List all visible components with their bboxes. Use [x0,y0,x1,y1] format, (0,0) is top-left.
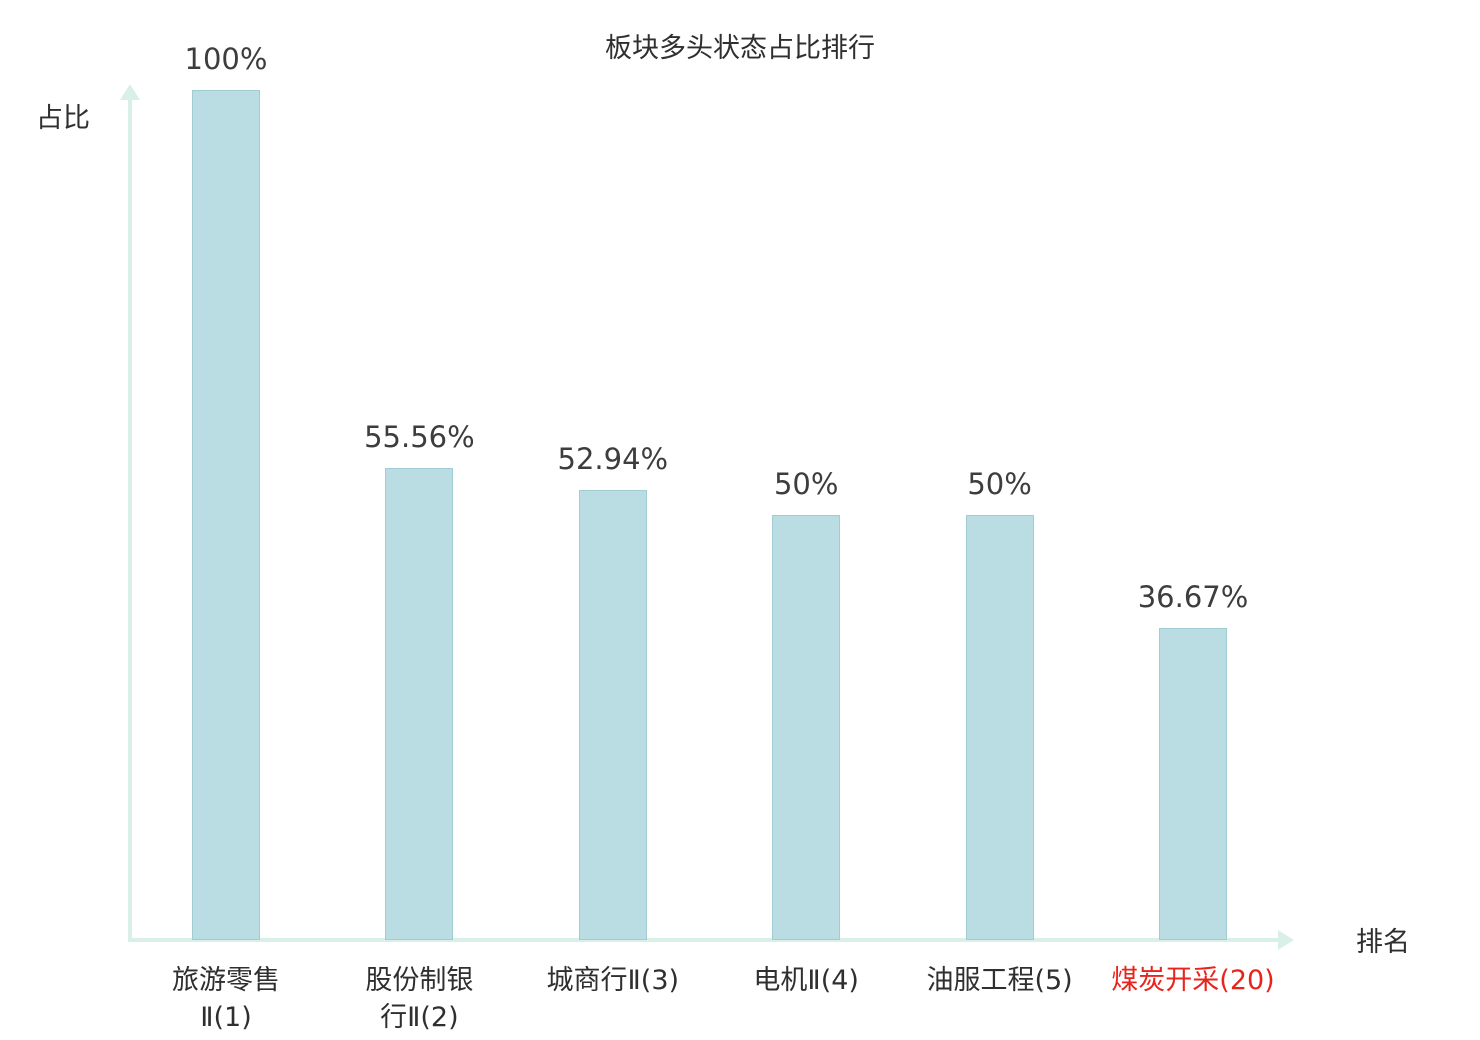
x-axis-arrow-icon [1278,930,1294,950]
bar [385,467,454,940]
bar [192,90,260,940]
bar [772,515,841,940]
category-label: 城商行Ⅱ(3) [546,965,680,996]
bar-value-label: 36.67% [1137,580,1249,615]
chart-title: 板块多头状态占比排行 [605,33,875,64]
bar-value-label: 100% [184,42,268,76]
bar-value-label: 52.94% [557,442,669,476]
category-label: 煤炭开采(20) [1111,965,1275,996]
bar [578,490,647,940]
bar [1159,628,1227,940]
bar-value-label: 50% [773,467,839,501]
category-label: 电机Ⅱ(4) [753,965,859,996]
category-label: 旅游零售 Ⅱ(1) [172,965,280,1033]
bar-value-label: 50% [967,467,1032,501]
category-label: 股份制银 行Ⅱ(2) [365,965,474,1033]
y-axis-line [128,98,132,942]
y-axis-arrow-icon [120,84,140,100]
bar [965,515,1034,940]
bar-value-label: 55.56% [364,419,475,454]
x-axis-label: 排名 [1356,927,1410,958]
category-label: 油服工程(5) [926,965,1073,996]
y-axis-label: 占比 [36,103,90,134]
x-axis-line [128,938,1280,942]
